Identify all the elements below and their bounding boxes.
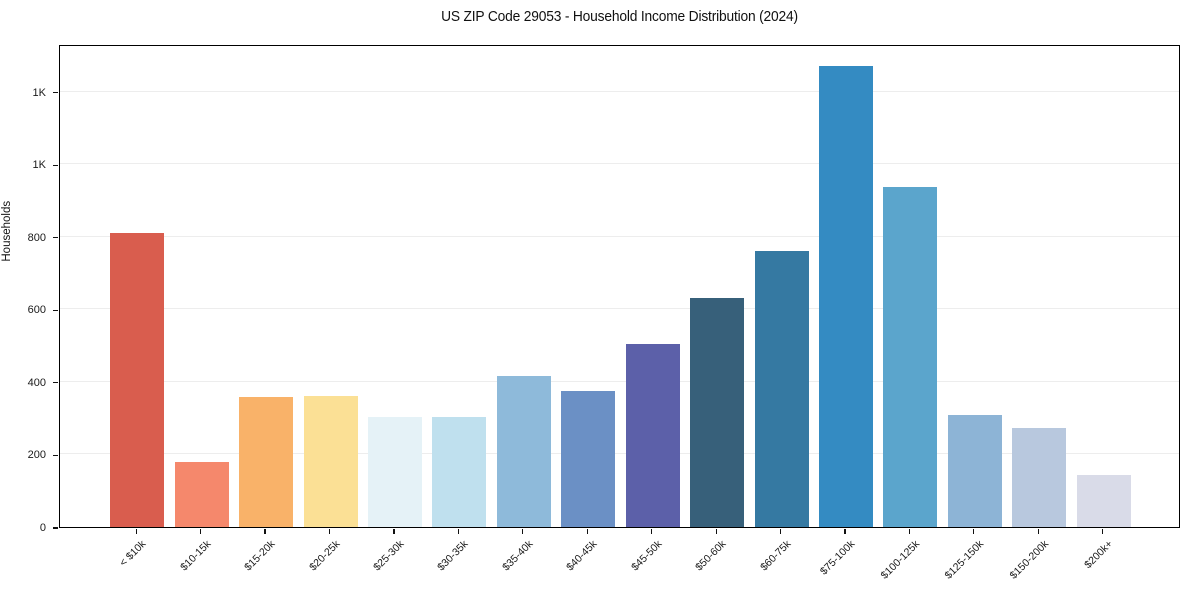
x-tick-label: $20-25k (306, 538, 343, 574)
x-tick-label: $75-100k (818, 538, 858, 578)
y-tick-label: 800 (27, 231, 46, 244)
x-tick-mark (264, 529, 266, 534)
y-tick-mark (53, 91, 58, 94)
x-tick-mark (973, 529, 975, 534)
gridline (60, 308, 1179, 310)
x-tick-label: < $10k (117, 538, 149, 569)
x-tick-label: $35-40k (500, 538, 536, 574)
x-tick-mark (200, 529, 202, 534)
y-tick-mark (53, 309, 58, 311)
x-tick-mark (715, 529, 717, 534)
y-tick-label: 0 (39, 522, 46, 534)
bar (303, 396, 358, 527)
bar (1012, 428, 1067, 527)
x-tick-label: $60-75k (757, 538, 794, 574)
y-tick-label: 400 (27, 376, 46, 389)
bar (239, 397, 294, 527)
bar (690, 298, 745, 527)
y-tick-label: 1K (32, 86, 46, 99)
y-tick-label: 200 (27, 449, 46, 462)
bar (819, 65, 874, 527)
y-tick-mark (53, 237, 58, 239)
x-tick-label: $40-45k (564, 538, 600, 574)
x-tick-mark (135, 529, 137, 534)
y-tick-mark (53, 382, 58, 384)
bar (561, 391, 616, 527)
y-tick-label: 600 (27, 304, 46, 317)
y-axis: 0 200 400 600 800 1K 1K (0, 45, 59, 534)
chart-title: US ZIP Code 29053 - Household Income Dis… (441, 8, 798, 25)
x-tick-label: $200k+ (1082, 538, 1116, 572)
x-tick-label: $15-20k (242, 538, 278, 574)
y-tick-mark (53, 454, 58, 456)
gridline (60, 453, 1179, 455)
x-tick-mark (522, 529, 524, 534)
x-tick-mark (393, 529, 395, 534)
gridline (60, 380, 1179, 382)
plot-area (59, 45, 1180, 528)
x-tick-label: $30-35k (435, 538, 471, 574)
x-axis: < $10k $10-15k $15-20k $20-25k $25-30k $30-35… (59, 528, 1180, 590)
bar (367, 417, 422, 527)
y-tick-mark (53, 527, 58, 529)
bar (754, 251, 809, 527)
x-tick-mark (1037, 529, 1039, 534)
x-tick-label: $150-200k (1007, 538, 1051, 582)
x-tick-mark (651, 529, 653, 534)
bar (947, 414, 1002, 527)
bar (174, 462, 229, 527)
x-tick-mark (908, 529, 911, 534)
y-tick-label: 1K (32, 159, 46, 172)
x-tick-label: $45-50k (628, 538, 665, 574)
bar (1076, 475, 1131, 527)
x-tick-mark (844, 529, 846, 534)
x-tick-label: $25-30k (371, 538, 407, 574)
x-tick-mark (457, 529, 459, 534)
x-tick-label: $10-15k (177, 538, 214, 574)
x-tick-mark (779, 529, 782, 534)
bar (110, 233, 165, 527)
x-tick-mark (586, 529, 588, 534)
y-tick-mark (53, 164, 58, 166)
x-tick-label: $50-60k (693, 538, 729, 574)
bar (625, 343, 680, 527)
x-tick-label: $100-125k (878, 538, 922, 582)
x-tick-mark (1102, 529, 1104, 534)
gridline (60, 235, 1179, 237)
gridline (60, 90, 1179, 92)
bar (883, 186, 938, 527)
bar (432, 417, 487, 527)
x-tick-mark (328, 529, 331, 534)
gridline (60, 163, 1179, 165)
x-tick-label: $125-150k (942, 538, 987, 582)
bar (496, 376, 551, 527)
